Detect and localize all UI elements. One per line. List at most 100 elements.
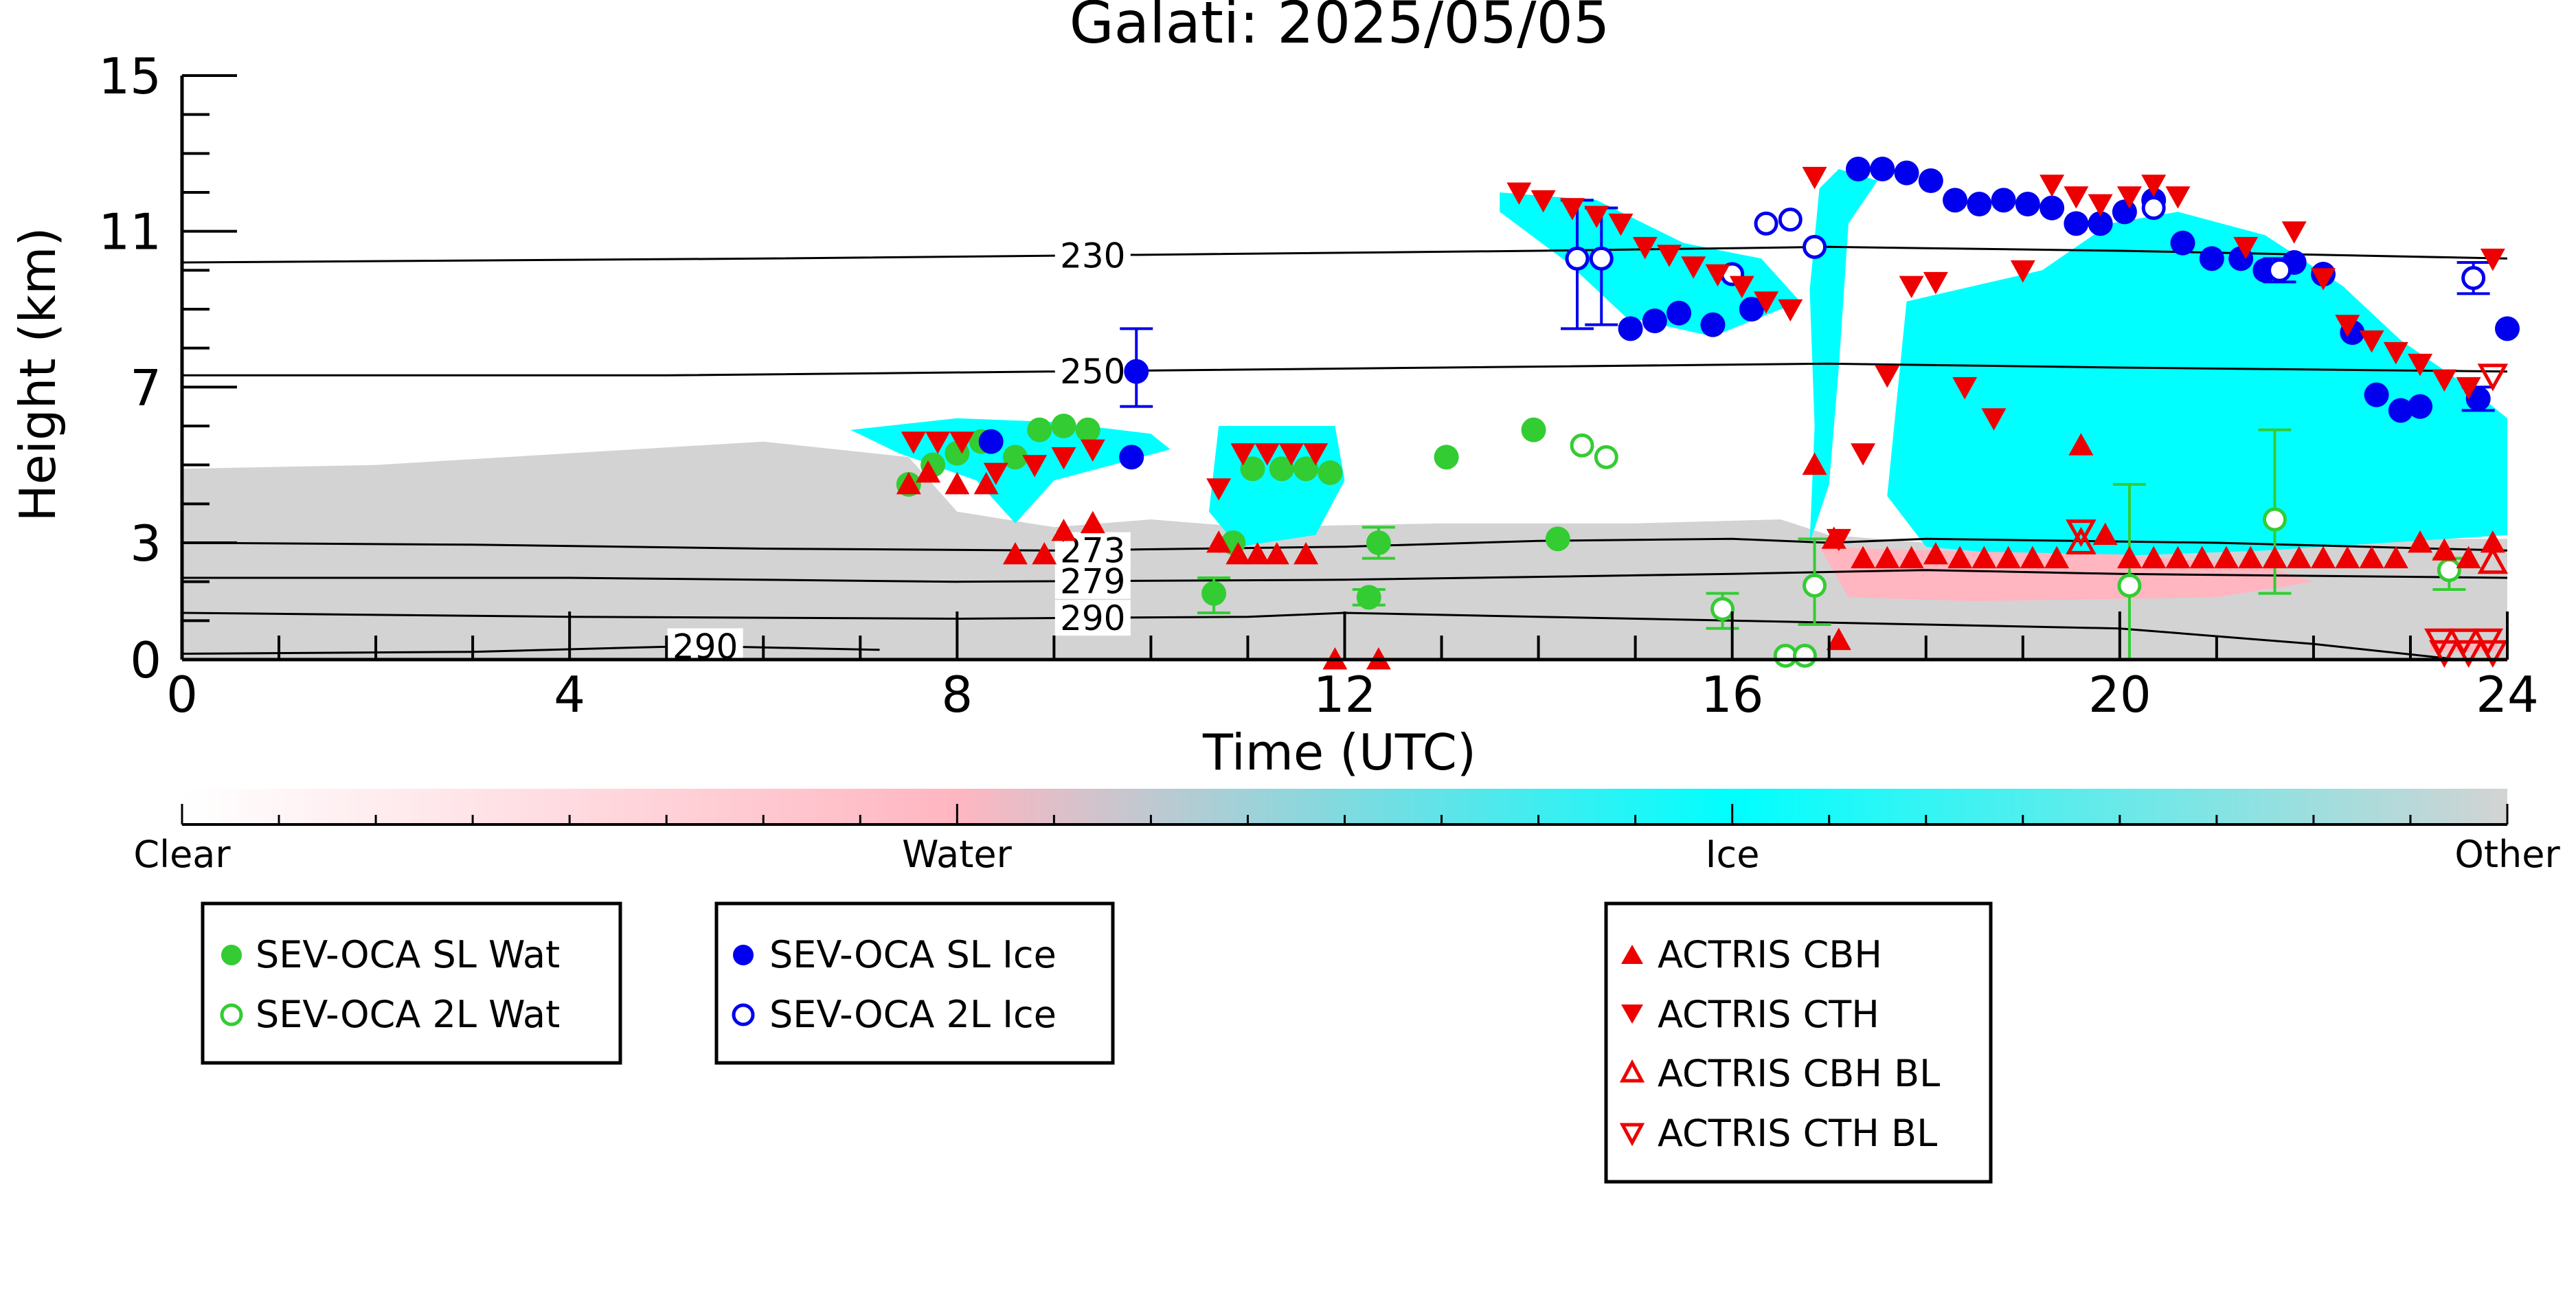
legend-sev-oca-water: SEV-OCA SL Wat SEV-OCA 2L Wat (201, 901, 622, 1065)
legend-label-sl-wat: SEV-OCA SL Wat (256, 933, 560, 976)
data-point (1051, 414, 1076, 438)
data-point (2165, 186, 2191, 209)
data-point (945, 472, 970, 495)
data-point (1584, 205, 1609, 228)
data-point (2262, 546, 2287, 569)
data-point (2064, 211, 2089, 236)
data-point (1739, 297, 1764, 322)
legend-box (1604, 901, 1993, 1184)
y-tick-label: 15 (98, 47, 161, 105)
data-point (1773, 643, 1798, 668)
data-point (2408, 530, 2433, 553)
data-point (2238, 546, 2263, 569)
data-point (2088, 194, 2113, 216)
data-point (1608, 213, 1634, 236)
data-point (1826, 627, 1851, 651)
data-point (983, 462, 1008, 485)
data-point (2383, 546, 2408, 569)
colorbar-label-ice: Ice (1706, 833, 1760, 876)
data-point (1366, 530, 1391, 555)
data-point (1632, 236, 1658, 260)
data-point (978, 429, 1004, 454)
legend-marker-cbh-bl (1619, 1059, 1645, 1083)
legend-actris: ACTRIS CBH ACTRIS CTH ACTRIS CBH BL ACTR… (1604, 901, 1993, 1184)
isotherm-line (181, 644, 880, 655)
data-point (2383, 341, 2408, 365)
data-point (2359, 330, 2384, 353)
data-point (2477, 640, 2509, 668)
data-point (2020, 546, 2045, 569)
data-point (1303, 443, 1329, 466)
data-point (916, 460, 941, 483)
isotherm-line (181, 245, 2508, 264)
data-point (1318, 460, 1343, 485)
data-point (1803, 234, 1827, 259)
data-point (1022, 455, 1048, 478)
data-point (2437, 558, 2461, 583)
colorbar: Clear Water Ice Other (133, 789, 2560, 876)
data-point (2311, 546, 2336, 569)
data-point (1996, 546, 2021, 569)
x-tick-label: 0 (166, 666, 198, 723)
data-point (1754, 291, 1779, 314)
data-point (1559, 198, 1585, 221)
data-point (1899, 276, 1924, 298)
data-point (1991, 188, 2016, 213)
data-point (1802, 452, 1827, 475)
data-point (2364, 382, 2389, 407)
data-point (2477, 546, 2509, 574)
data-point (1710, 596, 1735, 621)
data-point (1803, 573, 1827, 598)
cloud-phase-field (182, 169, 2507, 660)
data-point (1802, 166, 1827, 190)
data-point (2456, 546, 2481, 569)
data-point (2116, 546, 2142, 569)
data-point (1225, 542, 1251, 565)
colorbar-ticks (181, 804, 2509, 824)
data-point (2044, 546, 2070, 569)
data-point (1545, 526, 1570, 552)
y-tick-label: 3 (130, 515, 161, 572)
isotherm-line (182, 569, 2508, 583)
data-point (1594, 445, 1618, 469)
data-point (2165, 546, 2191, 569)
data-point (1846, 157, 1871, 181)
data-point (949, 431, 975, 454)
data-point (2141, 175, 2167, 197)
data-point (2064, 186, 2089, 209)
data-point (1124, 359, 1149, 384)
data-point (2335, 546, 2360, 569)
data-point (2068, 433, 2094, 456)
data-point (1967, 192, 1992, 216)
data-point (2040, 195, 2065, 221)
data-point (1656, 245, 1682, 267)
data-point (1269, 456, 1294, 482)
data-point (1201, 581, 1227, 606)
data-point (2311, 268, 2336, 291)
data-point (2015, 192, 2040, 216)
data-point (901, 431, 926, 454)
data-point (2432, 369, 2457, 392)
data-point (2116, 186, 2142, 209)
data-point (1521, 417, 1546, 442)
legend-box (714, 901, 1115, 1065)
data-point (1729, 276, 1754, 298)
data-point (2408, 353, 2433, 377)
x-tick-label: 12 (1313, 666, 1377, 723)
data-point (2040, 175, 2065, 197)
data-point (2066, 526, 2097, 554)
data-point (1293, 456, 1319, 482)
data-point (1027, 417, 1052, 442)
data-point (1754, 211, 1778, 236)
data-point (1875, 365, 1900, 388)
data-point (2408, 394, 2433, 419)
data-point (1206, 478, 1232, 501)
chart-title: Galati: 2025/05/05 (1070, 0, 1610, 56)
legend-label-cth-bl: ACTRIS CTH BL (1658, 1112, 1937, 1155)
data-point (2010, 260, 2035, 283)
cloud-region-ice (1809, 169, 1878, 543)
data-point (1826, 528, 1851, 552)
data-point (1681, 256, 1706, 279)
